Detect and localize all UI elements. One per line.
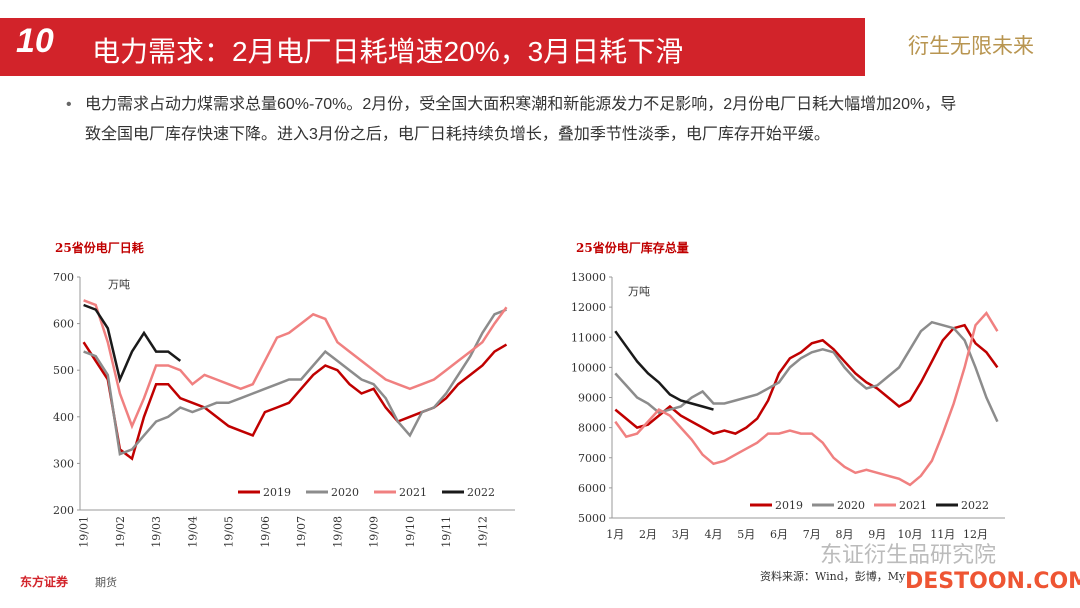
y-tick-label: 12000 xyxy=(571,301,606,314)
legend-label: 2019 xyxy=(263,486,291,499)
brand-sub: 期货 xyxy=(95,575,117,589)
x-tick-label: 19/07 xyxy=(295,516,308,548)
legend-label: 2021 xyxy=(399,486,427,499)
y-tick-label: 200 xyxy=(53,504,74,517)
y-tick-label: 500 xyxy=(53,364,74,377)
x-tick-label: 19/01 xyxy=(78,516,91,548)
y-tick-label: 700 xyxy=(53,271,74,284)
series-line xyxy=(614,323,999,435)
y-tick-label: 300 xyxy=(53,457,74,470)
x-tick-label: 5月 xyxy=(737,528,755,541)
x-tick-label: 19/10 xyxy=(404,516,417,548)
x-tick-label: 10月 xyxy=(898,528,923,541)
x-tick-label: 1月 xyxy=(606,528,624,541)
y-tick-label: 5000 xyxy=(578,512,606,525)
y-tick-label: 11000 xyxy=(571,331,606,344)
x-tick-label: 19/04 xyxy=(186,516,199,548)
x-tick-label: 11月 xyxy=(930,528,955,541)
watermark: 东证衍生品研究院 xyxy=(820,543,996,568)
legend-label: 2019 xyxy=(775,499,803,512)
y-tick-label: 7000 xyxy=(578,452,606,465)
y-tick-label: 6000 xyxy=(578,482,606,495)
x-tick-label: 12月 xyxy=(963,528,988,541)
chart-title: 25省份电厂日耗 xyxy=(55,240,144,255)
y-tick-label: 600 xyxy=(53,318,74,331)
series-line xyxy=(82,341,508,461)
title-banner xyxy=(0,18,865,76)
bullet-text: 电力需求占动力煤需求总量60%-70%。2月份，受全国大面积寒潮和新能源发力不足… xyxy=(85,96,957,143)
x-tick-label: 19/09 xyxy=(368,516,381,548)
chart-title: 25省份电厂库存总量 xyxy=(576,240,689,255)
legend-label: 2022 xyxy=(467,486,495,499)
legend-label: 2021 xyxy=(899,499,927,512)
y-tick-label: 8000 xyxy=(578,422,606,435)
unit-label: 万吨 xyxy=(108,278,130,291)
logo: 10 xyxy=(16,22,54,60)
series-line xyxy=(83,299,508,430)
series-line xyxy=(614,320,999,423)
legend-label: 2022 xyxy=(961,499,989,512)
x-tick-label: 7月 xyxy=(803,528,821,541)
x-tick-label: 19/08 xyxy=(331,516,344,548)
slogan: 衍生无限未来 xyxy=(908,35,1034,58)
x-tick-label: 19/05 xyxy=(223,516,236,548)
y-tick-label: 13000 xyxy=(571,271,606,284)
x-tick-label: 19/11 xyxy=(440,516,453,548)
brand: 东方证券 xyxy=(20,574,69,589)
x-tick-label: 19/02 xyxy=(114,516,127,548)
y-tick-label: 9000 xyxy=(578,392,606,405)
series-line xyxy=(83,308,507,456)
x-tick-label: 4月 xyxy=(705,528,723,541)
x-tick-label: 8月 xyxy=(836,528,854,541)
unit-label: 万吨 xyxy=(628,285,650,298)
x-tick-label: 19/12 xyxy=(476,516,489,548)
x-tick-label: 19/06 xyxy=(259,516,272,548)
series-line xyxy=(614,330,714,411)
x-tick-label: 2月 xyxy=(639,528,657,541)
bullet-dot: • xyxy=(66,96,72,113)
x-tick-label: 6月 xyxy=(770,528,788,541)
legend-label: 2020 xyxy=(331,486,359,499)
x-tick-label: 3月 xyxy=(672,528,690,541)
series-line xyxy=(614,311,999,487)
x-tick-label: 19/03 xyxy=(150,516,163,548)
legend-label: 2020 xyxy=(837,499,865,512)
y-tick-label: 400 xyxy=(53,411,74,424)
y-tick-label: 10000 xyxy=(571,361,606,374)
slide-title: 电力需求：2月电厂日耗增速20%，3月日耗下滑 xyxy=(92,36,684,67)
source: 资料来源：Wind，彭博，My xyxy=(760,569,906,583)
series-line xyxy=(83,303,182,384)
watermark-site: DESTOON.COM xyxy=(905,569,1080,594)
x-tick-label: 9月 xyxy=(868,528,886,541)
